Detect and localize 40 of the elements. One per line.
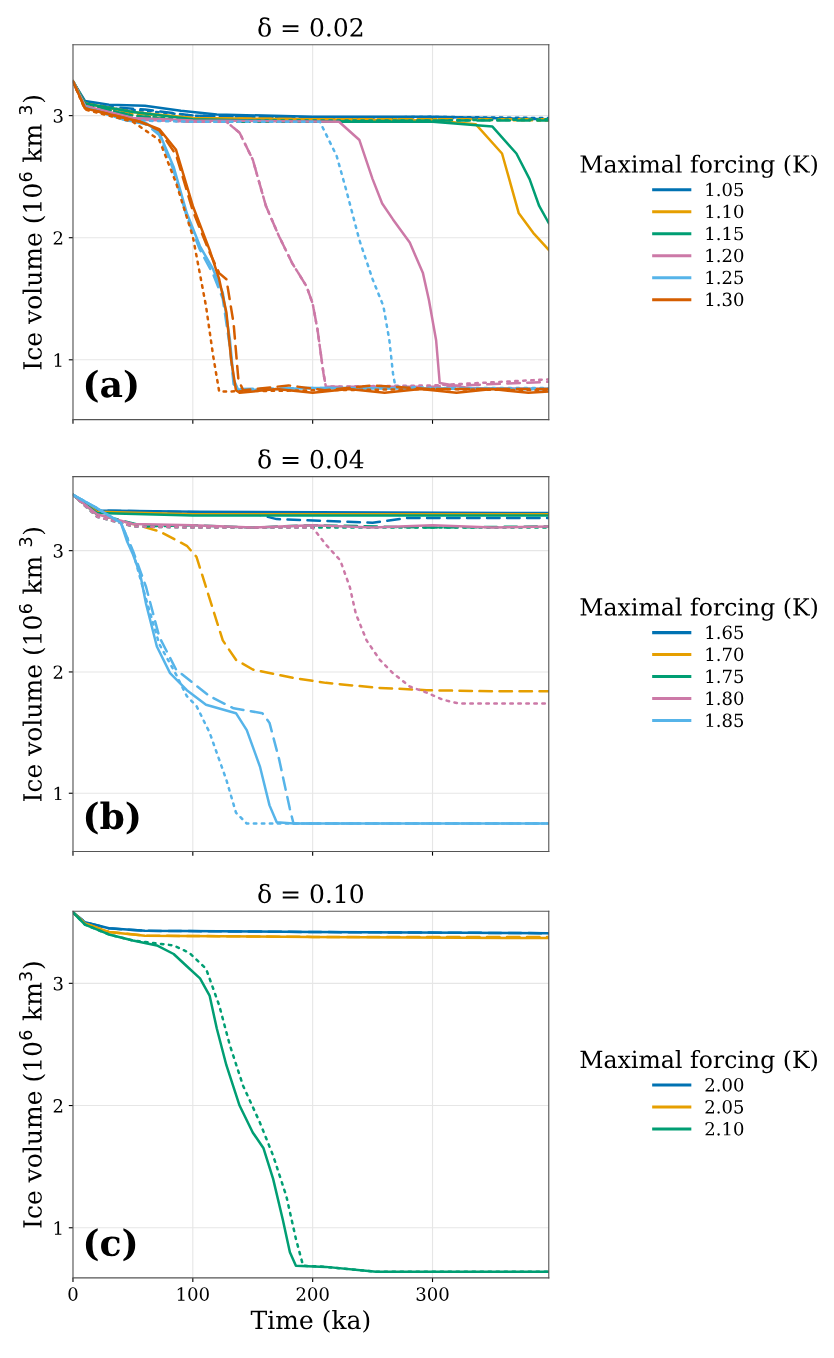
y-tick-label: 3 (53, 976, 63, 991)
legend-label: 1.65 (706, 625, 744, 640)
annotation: (c) (85, 1228, 136, 1262)
legend-label: 1.75 (706, 669, 744, 684)
x-tick-label: 0 (68, 1287, 78, 1301)
legend-label: 1.20 (706, 248, 744, 263)
chart-title: δ = 0.04 (258, 449, 364, 469)
legend-label: 1.05 (706, 182, 744, 197)
legend-label: 1.30 (706, 292, 744, 307)
legend-label: 2.10 (705, 1121, 744, 1136)
legend-label: 1.10 (706, 204, 744, 219)
y-tick-label: 2 (53, 231, 63, 245)
y-tick-label: 3 (53, 544, 63, 558)
y-tick-label: 2 (53, 665, 63, 679)
legend-label: 2.05 (705, 1099, 744, 1114)
x-axis-title: Time (ka) (250, 1309, 370, 1333)
legend-label: 1.25 (706, 270, 744, 285)
legend-label: 1.85 (706, 713, 744, 728)
y-axis-title: Ice volume (10$^{6}$ km $^{3}$) (18, 96, 46, 370)
y-tick-label: 1 (54, 353, 62, 367)
y-tick-label: 1 (54, 786, 62, 801)
x-tick-label: 300 (416, 1287, 449, 1301)
legend-label: 2.00 (705, 1077, 744, 1092)
y-tick-label: 3 (53, 109, 63, 123)
legend-title: Maximal forcing (K) (580, 597, 817, 621)
y-axis-title: Ice volume (10$^{6}$ km $^{3}$) (18, 527, 46, 802)
annotation: (a) (85, 369, 137, 403)
y-tick-label: 1 (54, 1221, 62, 1235)
legend-label: 1.80 (706, 691, 744, 706)
y-axis-title: Ice volume (10$^{6}$ km$^{3}$) (18, 962, 46, 1228)
x-tick-label: 200 (296, 1287, 329, 1301)
chart-title: δ = 0.02 (258, 17, 363, 37)
y-tick-label: 2 (53, 1099, 63, 1113)
legend-title: Maximal forcing (K) (580, 1049, 817, 1074)
annotation: (b) (85, 801, 139, 835)
legend-label: 1.70 (706, 647, 744, 662)
chart-title: δ = 0.10 (258, 883, 363, 904)
x-tick-label: 100 (177, 1287, 209, 1301)
legend-title: Maximal forcing (K) (580, 154, 817, 178)
legend-label: 1.15 (706, 226, 744, 241)
